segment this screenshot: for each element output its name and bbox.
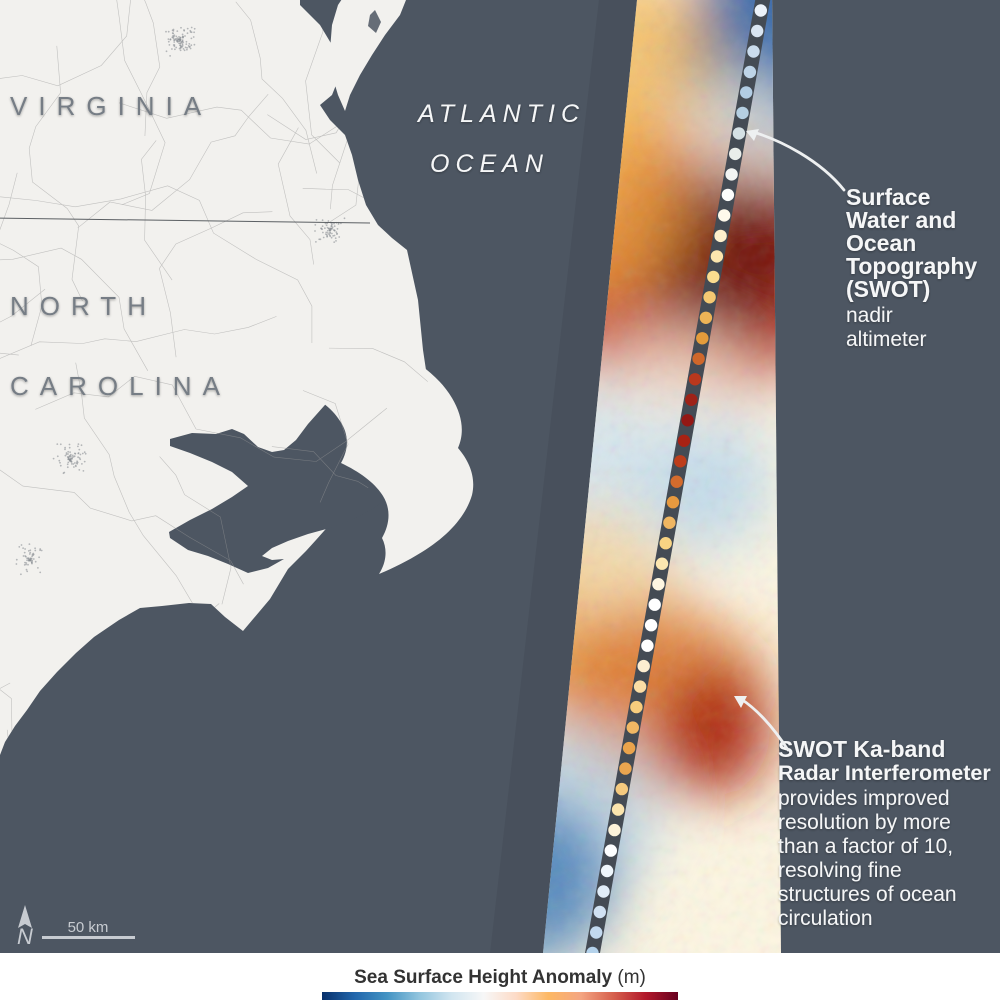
svg-text:SWOT Ka-band: SWOT Ka-band xyxy=(778,736,945,762)
svg-text:altimeter: altimeter xyxy=(846,328,927,351)
svg-text:CAROLINA: CAROLINA xyxy=(10,371,231,401)
svg-text:than a factor of 10,: than a factor of 10, xyxy=(778,835,953,858)
svg-text:(SWOT): (SWOT) xyxy=(846,276,930,302)
svg-text:structures of ocean: structures of ocean xyxy=(778,883,957,906)
svg-text:VIRGINIA: VIRGINIA xyxy=(10,91,212,121)
svg-text:50 km: 50 km xyxy=(68,919,109,936)
svg-text:resolution by more: resolution by more xyxy=(778,811,951,834)
svg-text:nadir: nadir xyxy=(846,304,893,327)
svg-text:NORTH: NORTH xyxy=(10,291,157,321)
svg-text:resolving fine: resolving fine xyxy=(778,859,902,882)
svg-text:provides improved: provides improved xyxy=(778,787,950,810)
svg-text:circulation: circulation xyxy=(778,907,873,930)
svg-text:OCEAN: OCEAN xyxy=(430,150,549,178)
svg-text:Radar Interferometer: Radar Interferometer xyxy=(778,761,991,785)
svg-text:ATLANTIC: ATLANTIC xyxy=(416,100,585,128)
svg-text:N: N xyxy=(17,924,33,949)
